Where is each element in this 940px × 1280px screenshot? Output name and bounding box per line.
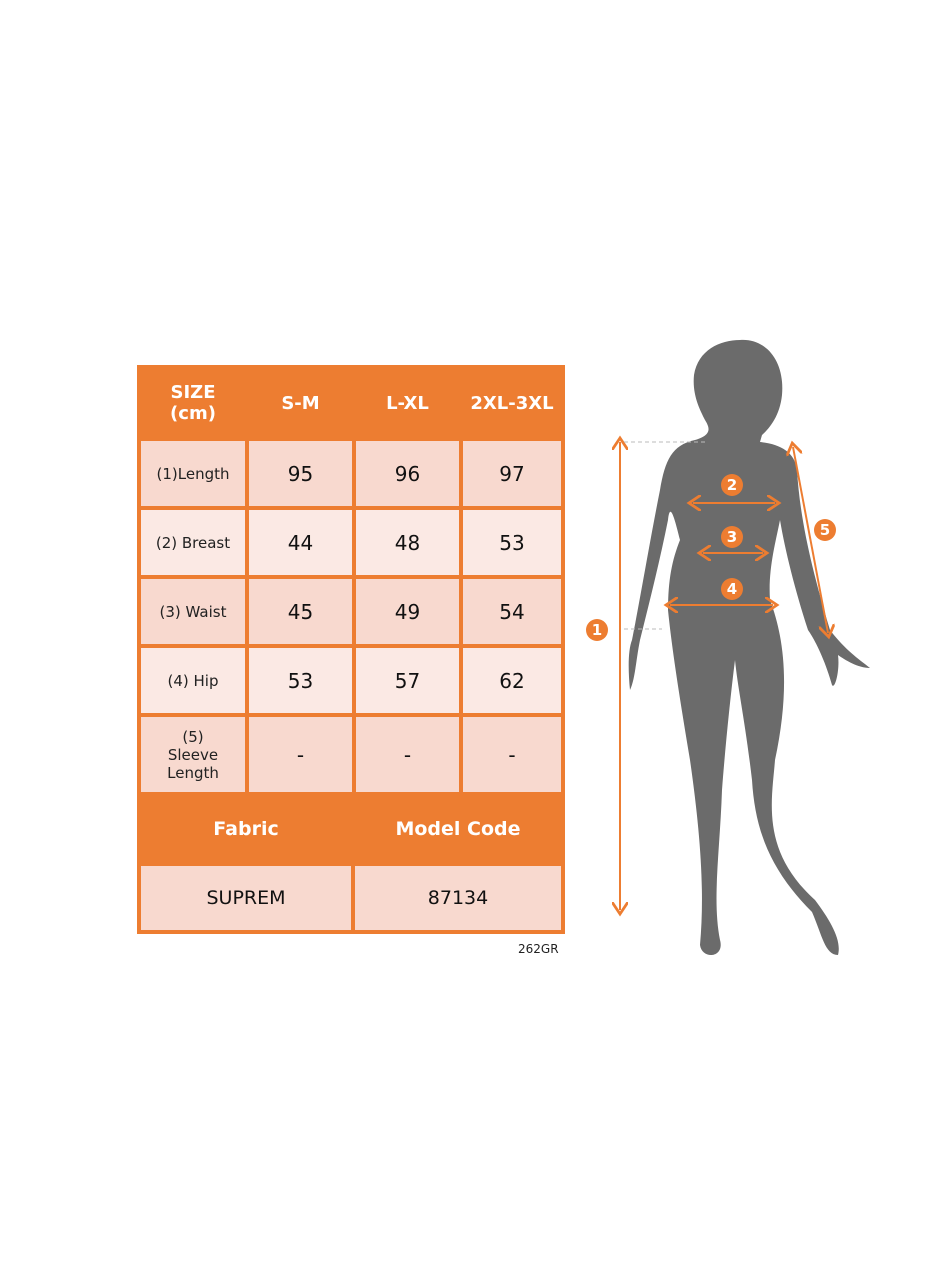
cell: 96 bbox=[354, 439, 461, 508]
silhouette bbox=[628, 339, 870, 956]
body-measurement-figure: 1 2 3 4 5 bbox=[586, 339, 870, 956]
measurement-markers: 1 2 3 4 5 bbox=[586, 474, 836, 641]
cell: - bbox=[461, 715, 563, 794]
header-size: SIZE (cm) bbox=[139, 367, 247, 439]
product-code: 262GR bbox=[518, 942, 559, 956]
header-l-xl: L-XL bbox=[354, 367, 461, 439]
table-row: (1)Length 95 96 97 bbox=[139, 439, 563, 508]
cell: - bbox=[247, 715, 354, 794]
cell: 62 bbox=[461, 646, 563, 715]
cell: 97 bbox=[461, 439, 563, 508]
model-code-label: Model Code bbox=[353, 794, 563, 864]
sleeve-arrow bbox=[793, 447, 828, 633]
header-2xl-3xl: 2XL-3XL bbox=[461, 367, 563, 439]
marker-4: 4 bbox=[727, 580, 737, 598]
marker-2: 2 bbox=[727, 476, 737, 494]
row-label: (1)Length bbox=[139, 439, 247, 508]
size-label: SIZE bbox=[170, 382, 216, 403]
fabric-value: SUPREM bbox=[139, 864, 353, 932]
cell: 53 bbox=[247, 646, 354, 715]
cell: 44 bbox=[247, 508, 354, 577]
row-label: (4) Hip bbox=[139, 646, 247, 715]
cell: 54 bbox=[461, 577, 563, 646]
marker-3: 3 bbox=[727, 528, 737, 546]
cell: 53 bbox=[461, 508, 563, 577]
unit-label: (cm) bbox=[170, 403, 216, 424]
cell: - bbox=[354, 715, 461, 794]
table-header: SIZE (cm) S-M L-XL 2XL-3XL bbox=[139, 367, 563, 439]
row-label: (3) Waist bbox=[139, 577, 247, 646]
cell: 57 bbox=[354, 646, 461, 715]
row-label: (5) Sleeve Length bbox=[139, 715, 247, 794]
fabric-header-row: Fabric Model Code bbox=[139, 794, 563, 864]
row-label: (2) Breast bbox=[139, 508, 247, 577]
size-chart-table: SIZE (cm) S-M L-XL 2XL-3XL (1)Length 95 9… bbox=[137, 365, 565, 934]
header-s-m: S-M bbox=[247, 367, 354, 439]
fabric-value-row: SUPREM 87134 bbox=[139, 864, 563, 932]
table-row: (2) Breast 44 48 53 bbox=[139, 508, 563, 577]
measurement-lines bbox=[620, 442, 828, 910]
table-row: (3) Waist 45 49 54 bbox=[139, 577, 563, 646]
cell: 48 bbox=[354, 508, 461, 577]
marker-5: 5 bbox=[820, 521, 830, 539]
marker-1: 1 bbox=[592, 621, 602, 639]
cell: 49 bbox=[354, 577, 461, 646]
model-code-value: 87134 bbox=[353, 864, 563, 932]
table-row: (4) Hip 53 57 62 bbox=[139, 646, 563, 715]
fabric-label: Fabric bbox=[139, 794, 353, 864]
cell: 45 bbox=[247, 577, 354, 646]
table-row: (5) Sleeve Length - - - bbox=[139, 715, 563, 794]
cell: 95 bbox=[247, 439, 354, 508]
